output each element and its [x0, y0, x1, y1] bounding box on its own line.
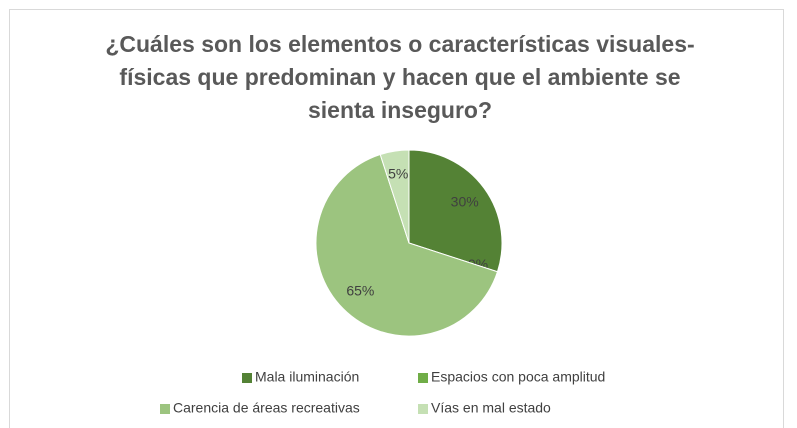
pie-slice	[315, 153, 499, 337]
legend-swatch	[418, 373, 428, 383]
legend-swatch	[160, 404, 170, 414]
data-label: 30%	[451, 193, 479, 209]
pie-slice	[379, 149, 410, 244]
legend-label: Carencia de áreas recreativas	[173, 400, 360, 416]
chart-frame	[9, 9, 784, 428]
chart-title: ¿Cuáles son los elementos o característi…	[105, 31, 695, 123]
data-label: 5%	[388, 166, 408, 182]
legend-label: Vías en mal estado	[431, 400, 551, 416]
pie-slice	[408, 149, 503, 273]
legend-swatch	[418, 404, 428, 414]
data-label: 65%	[346, 282, 374, 298]
legend-label: Mala iluminación	[255, 369, 359, 385]
legend-label: Espacios con poca amplitud	[431, 369, 605, 385]
legend-swatch	[242, 373, 252, 383]
